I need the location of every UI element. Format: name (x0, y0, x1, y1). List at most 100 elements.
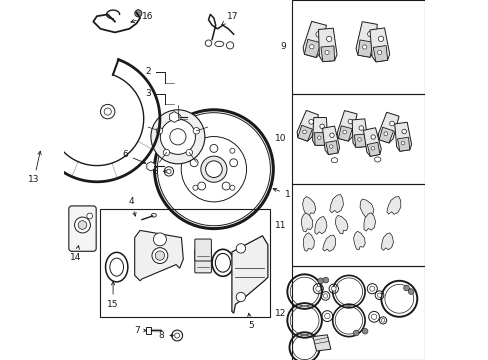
Polygon shape (318, 28, 336, 62)
Circle shape (322, 277, 328, 283)
Circle shape (358, 126, 363, 130)
Text: 15: 15 (107, 282, 119, 309)
FancyBboxPatch shape (194, 239, 211, 261)
Circle shape (369, 286, 374, 291)
Ellipse shape (330, 158, 337, 163)
Bar (291, 266, 425, 360)
Circle shape (370, 135, 375, 139)
Polygon shape (134, 230, 183, 281)
Circle shape (371, 314, 376, 320)
Bar (291, 184, 425, 266)
Circle shape (192, 148, 198, 153)
Circle shape (389, 121, 394, 126)
Polygon shape (301, 213, 312, 232)
Circle shape (192, 185, 198, 190)
Polygon shape (359, 199, 373, 218)
FancyBboxPatch shape (69, 206, 96, 251)
Polygon shape (231, 236, 267, 313)
FancyBboxPatch shape (146, 327, 151, 334)
Polygon shape (303, 233, 314, 251)
Polygon shape (363, 213, 375, 231)
Circle shape (324, 313, 329, 319)
Circle shape (101, 104, 115, 119)
Circle shape (186, 149, 192, 156)
Polygon shape (397, 137, 409, 151)
Polygon shape (354, 134, 365, 148)
Polygon shape (378, 127, 393, 143)
Polygon shape (366, 142, 379, 156)
Circle shape (197, 182, 205, 190)
Circle shape (193, 127, 199, 134)
Circle shape (151, 110, 204, 164)
Circle shape (302, 130, 306, 134)
Text: 12: 12 (275, 309, 286, 318)
Circle shape (309, 45, 313, 49)
Circle shape (308, 120, 313, 124)
Text: 11: 11 (275, 220, 286, 230)
Circle shape (329, 133, 333, 138)
Circle shape (367, 31, 372, 37)
Circle shape (156, 127, 163, 134)
Circle shape (87, 213, 92, 219)
Text: 17: 17 (222, 12, 238, 25)
Circle shape (205, 40, 211, 46)
Circle shape (190, 159, 198, 167)
Circle shape (325, 50, 328, 54)
Circle shape (174, 333, 179, 338)
Polygon shape (363, 128, 381, 156)
Text: 10: 10 (275, 134, 286, 143)
Circle shape (377, 50, 381, 54)
Polygon shape (322, 126, 339, 154)
Circle shape (174, 114, 181, 121)
Circle shape (315, 286, 320, 291)
Polygon shape (302, 197, 315, 216)
Circle shape (326, 36, 331, 41)
Circle shape (229, 159, 237, 167)
Circle shape (169, 129, 185, 145)
Polygon shape (329, 194, 343, 213)
Polygon shape (314, 216, 326, 234)
Circle shape (205, 161, 222, 177)
Circle shape (357, 138, 361, 141)
Circle shape (104, 108, 111, 115)
Polygon shape (320, 46, 334, 62)
Circle shape (401, 129, 406, 134)
Bar (291, 94, 425, 184)
Circle shape (164, 167, 173, 176)
Circle shape (209, 144, 218, 152)
Polygon shape (386, 197, 400, 214)
Ellipse shape (214, 41, 224, 46)
Circle shape (317, 278, 323, 284)
Circle shape (134, 10, 142, 17)
Circle shape (201, 156, 226, 182)
Text: 6: 6 (122, 150, 145, 163)
Circle shape (377, 293, 381, 297)
Circle shape (317, 136, 321, 139)
Circle shape (229, 148, 234, 153)
Text: 3: 3 (145, 89, 151, 98)
Ellipse shape (215, 253, 230, 272)
Circle shape (163, 149, 169, 156)
Circle shape (78, 221, 87, 229)
Text: 16: 16 (131, 12, 153, 23)
Circle shape (171, 330, 182, 341)
Circle shape (222, 182, 230, 190)
Text: 9: 9 (280, 42, 286, 51)
Bar (101, 209, 269, 317)
Circle shape (329, 145, 332, 148)
Bar (291, 0, 425, 94)
FancyBboxPatch shape (194, 249, 211, 273)
Circle shape (229, 185, 234, 190)
Polygon shape (312, 335, 330, 351)
Circle shape (323, 294, 327, 298)
Circle shape (155, 251, 164, 260)
Polygon shape (325, 141, 337, 154)
Polygon shape (369, 28, 389, 62)
Circle shape (75, 217, 90, 233)
Text: 8: 8 (159, 331, 164, 340)
Circle shape (153, 233, 166, 246)
Circle shape (152, 248, 167, 264)
Polygon shape (337, 111, 356, 141)
Polygon shape (338, 126, 351, 141)
Polygon shape (314, 132, 325, 145)
